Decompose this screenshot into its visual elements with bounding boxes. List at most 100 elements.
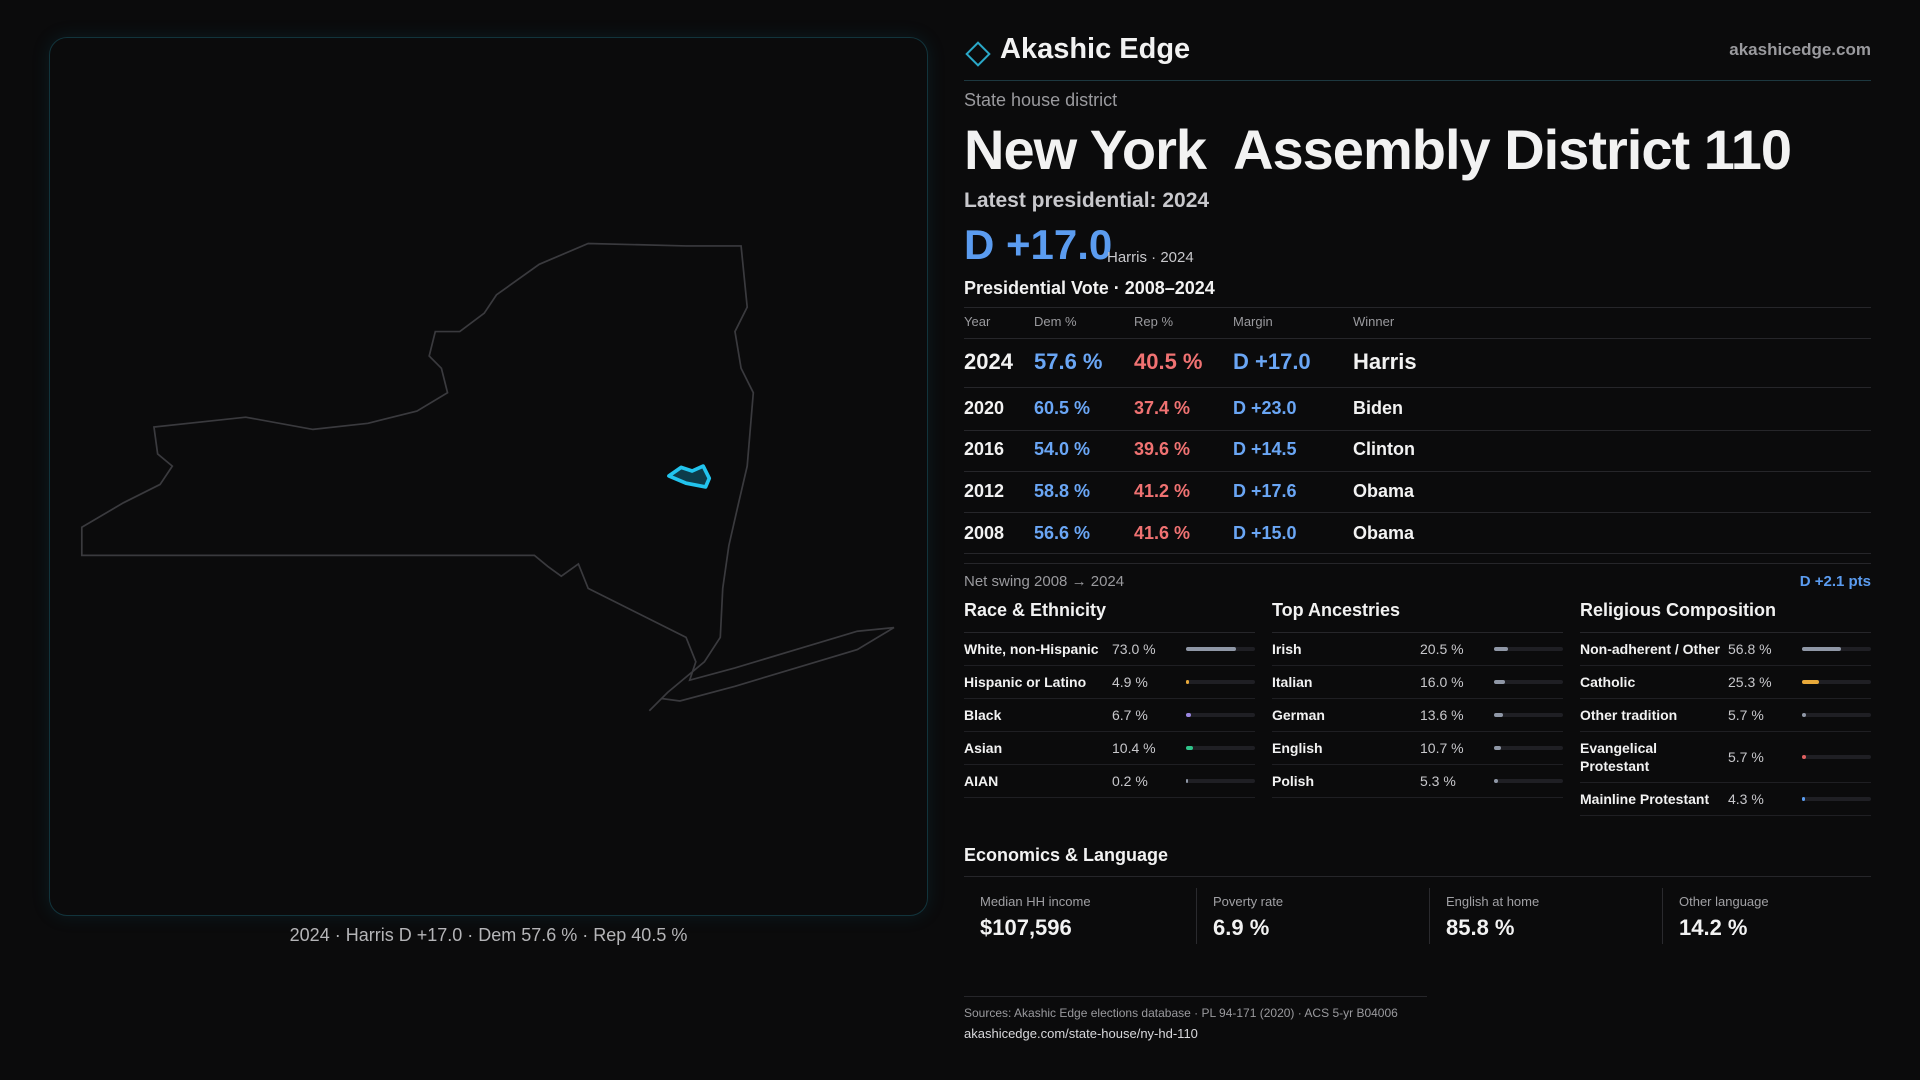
group-row: Polish 5.3 % [1272, 765, 1563, 798]
column-header: Winner [1353, 314, 1395, 329]
bar [1494, 680, 1506, 684]
econ-card: Poverty rate 6.9 % [1196, 888, 1431, 944]
bar [1802, 713, 1806, 717]
item-value: 20.5 % [1420, 641, 1464, 657]
table-cell: 57.6 % [1034, 349, 1103, 374]
item-name: Other tradition [1580, 707, 1678, 723]
item-name: Black [964, 707, 1002, 723]
bar-track [1494, 746, 1563, 750]
table-cell: D +17.6 [1233, 481, 1297, 501]
district-kind: State house district [964, 90, 1118, 110]
bar [1494, 779, 1498, 783]
group-row: Black 6.7 % [964, 699, 1255, 732]
bar-track [1494, 680, 1563, 684]
group-row: Non-adherent / Other 56.8 % [1580, 633, 1871, 666]
group-row: Catholic 25.3 % [1580, 666, 1871, 699]
econ-card: English at home 85.8 % [1429, 888, 1664, 944]
bar [1494, 647, 1509, 651]
item-value: 56.8 % [1728, 641, 1772, 657]
item-value: 10.7 % [1420, 740, 1464, 756]
item-value: 5.3 % [1420, 773, 1456, 789]
group-row: Other tradition 5.7 % [1580, 699, 1871, 732]
item-value: 25.3 % [1728, 674, 1772, 690]
group: Race & Ethnicity White, non-Hispanic 73.0 … [964, 600, 1255, 798]
table-cell: 41.2 % [1134, 481, 1191, 501]
group-row: Irish 20.5 % [1272, 633, 1563, 666]
table-cell: D +23.0 [1233, 398, 1297, 418]
divider [964, 387, 1871, 388]
item-value: 6.7 % [1112, 707, 1148, 723]
econ-value: 14.2 % [1679, 915, 1748, 940]
group-title: Race & Ethnicity [964, 600, 1255, 633]
brand-name: Akashic Edge [1000, 33, 1191, 65]
map-panel [49, 37, 928, 916]
item-value: 10.4 % [1112, 740, 1156, 756]
bar-track [1186, 713, 1255, 717]
state-name: New York [964, 118, 1207, 181]
item-value: 4.3 % [1728, 791, 1764, 807]
item-name: Mainline Protestant [1580, 791, 1710, 807]
bar [1186, 713, 1191, 717]
sources: Sources: Akashic Edge elections database… [964, 1006, 1398, 1020]
source-url[interactable]: akashicedge.com/state-house/ny-hd-110 [964, 1026, 1198, 1041]
item-value: 0.2 % [1112, 773, 1148, 789]
bar [1802, 680, 1820, 684]
bar-track [1494, 713, 1563, 717]
group-row: Asian 10.4 % [964, 732, 1255, 765]
table-cell: Obama [1353, 481, 1415, 501]
table-cell: 2024 [964, 349, 1013, 374]
table-cell: D +17.0 [1233, 349, 1311, 374]
table-cell: 56.6 % [1034, 523, 1091, 543]
group-row: German 13.6 % [1272, 699, 1563, 732]
divider [964, 430, 1871, 431]
table-cell: 39.6 % [1134, 439, 1191, 459]
margin-note: Harris · 2024 [1107, 249, 1194, 266]
column-header: Rep % [1134, 314, 1174, 329]
table-cell: 54.0 % [1034, 439, 1091, 459]
item-name: English [1272, 740, 1323, 756]
group-row: AIAN 0.2 % [964, 765, 1255, 798]
bar-track [1802, 680, 1871, 684]
table-cell: Clinton [1353, 439, 1415, 459]
divider [964, 80, 1871, 81]
econ-label: Median HH income [980, 894, 1091, 909]
bar-track [1494, 647, 1563, 651]
table-cell: 37.4 % [1134, 398, 1191, 418]
item-name: German [1272, 707, 1325, 723]
district-shape[interactable] [667, 464, 712, 489]
group-row: Italian 16.0 % [1272, 666, 1563, 699]
item-value: 5.7 % [1728, 707, 1764, 723]
econ-label: English at home [1446, 894, 1540, 909]
table-cell: D +14.5 [1233, 439, 1297, 459]
headline-margin: D +17.0 [964, 221, 1113, 268]
column-header: Dem % [1034, 314, 1077, 329]
econ-value: 85.8 % [1446, 915, 1515, 940]
column-header: Year [964, 314, 991, 329]
table-cell: 2020 [964, 398, 1005, 418]
divider [964, 307, 1871, 308]
bar [1494, 746, 1502, 750]
bar-track [1186, 746, 1255, 750]
group: Religious Composition Non-adherent / Othe… [1580, 600, 1871, 816]
item-value: 5.7 % [1728, 749, 1764, 765]
bar [1186, 647, 1237, 651]
item-value: 16.0 % [1420, 674, 1464, 690]
bar [1186, 680, 1190, 684]
map-caption: 2024 · Harris D +17.0 · Dem 57.6 % · Rep… [289, 925, 688, 945]
bar-track [1186, 647, 1255, 651]
econ-label: Other language [1679, 894, 1769, 909]
table-cell: D +15.0 [1233, 523, 1297, 543]
econ-label: Poverty rate [1213, 894, 1284, 909]
table-cell: 41.6 % [1134, 523, 1191, 543]
bar [1802, 797, 1805, 801]
column-header: Margin [1233, 314, 1273, 329]
bar-track [1802, 755, 1871, 759]
site-link[interactable]: akashicedge.com [1729, 40, 1871, 59]
divider [964, 471, 1871, 472]
bar-track [1186, 680, 1255, 684]
bar-track [1802, 713, 1871, 717]
econ-value: $107,596 [980, 915, 1072, 940]
group-row: Evangelical Protestant 5.7 % [1580, 732, 1871, 783]
divider [964, 563, 1871, 564]
